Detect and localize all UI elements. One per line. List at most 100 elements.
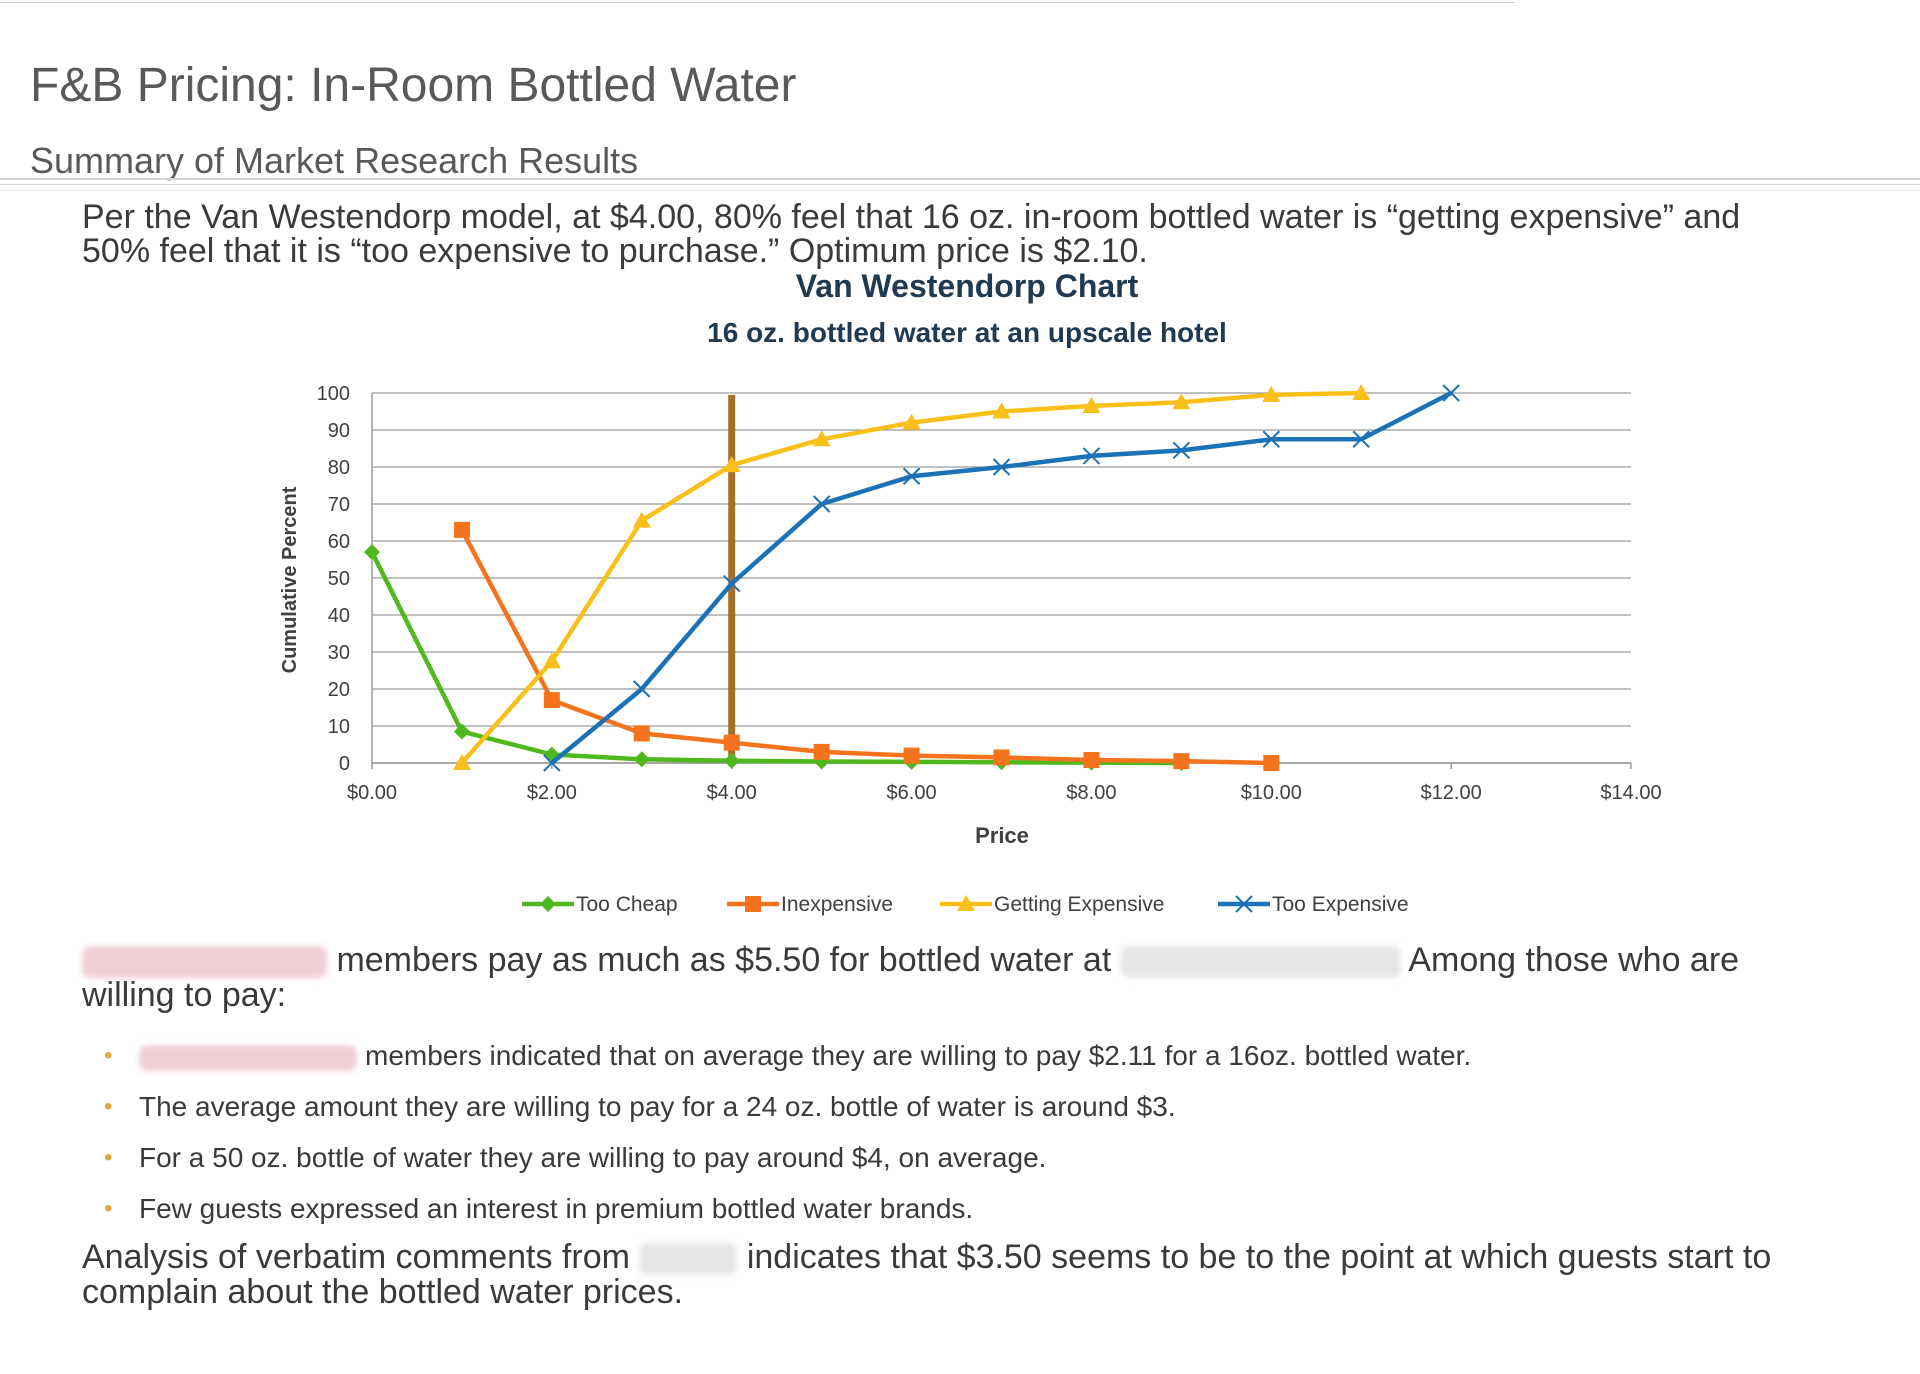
series-too-expensive [543,384,1460,772]
bullet-dot-icon: • [104,1042,113,1069]
legend-label: Getting Expensive [994,893,1164,916]
members-paragraph: members pay as much as $5.50 for bottled… [82,943,1882,1012]
y-tick-label: 40 [328,605,350,627]
analysis-text-a: Analysis of verbatim comments from [82,1238,630,1276]
bullet-dot-icon: • [104,1195,113,1222]
data-point [1263,755,1280,771]
data-point [1352,384,1371,400]
analysis-text-b: indicates that $3.50 seems to be to the … [746,1238,1772,1276]
data-point [633,751,650,768]
chart-title: Van Westendorp Chart [796,270,1139,304]
x-marker-stroke [1235,895,1253,913]
intro-line-1: Per the Van Westendorp model, at $4.00, … [82,198,1741,236]
data-point [723,574,741,593]
x-marker-stroke [723,574,741,593]
analysis-text-c: complain about the bottled water prices. [82,1273,684,1312]
findings-list: • members indicated that on average they … [100,1030,1850,1234]
legend-item: Too Cheap [522,893,678,916]
x-tick-label: $10.00 [1241,782,1302,804]
y-tick-label: 10 [328,716,350,738]
y-tick-label: 80 [328,457,350,479]
series-inexpensive [453,521,1280,771]
list-item: • members indicated that on average they … [100,1030,1850,1081]
bullet-text: members indicated that on average they a… [365,1040,1472,1071]
data-point [633,680,651,698]
data-point [540,896,556,912]
data-point [1083,752,1100,769]
bullet-text: For a 50 oz. bottle of water they are wi… [139,1142,1047,1173]
data-point [902,467,921,485]
data-point [542,652,561,669]
redacted-community-name [139,1044,357,1071]
legend-item: Inexpensive [727,893,893,916]
data-point [1262,385,1281,402]
data-point [1172,441,1191,460]
data-point [813,743,830,760]
y-tick-label: 50 [328,568,350,590]
data-point [453,521,470,538]
data-point [633,725,650,742]
data-point [1173,753,1190,770]
list-item: • For a 50 oz. bottle of water they are w… [100,1132,1850,1183]
x-marker-stroke [992,458,1011,476]
data-point [993,749,1010,766]
data-point [1082,447,1101,465]
analysis-line-1: Analysis of verbatim comments from indic… [82,1238,1882,1276]
data-point [992,402,1011,419]
data-point [723,734,740,751]
x-tick-label: $0.00 [347,782,397,804]
x-marker-stroke [1352,430,1370,448]
y-tick-label: 30 [328,642,350,664]
x-tick-label: $2.00 [527,782,577,804]
data-point [957,895,975,911]
data-point [453,723,470,740]
legend-label: Too Cheap [576,893,678,916]
data-point [723,752,740,769]
data-point [812,430,831,447]
x-marker-stroke [902,467,921,485]
header-rule [0,178,1920,180]
slide-subtitle: Summary of Market Research Results [30,140,639,181]
y-tick-label: 0 [339,753,350,775]
chart-subtitle: 16 oz. bottled water at an upscale hotel [707,317,1227,348]
data-point [722,456,741,473]
data-point [1262,430,1280,448]
redacted-community-name [82,946,327,979]
list-item: • The average amount they are willing to … [100,1081,1850,1132]
slide-title: F&B Pricing: In-Room Bottled Water [30,59,797,112]
top-border-line [0,2,1515,3]
data-point [543,692,560,709]
data-point [992,458,1011,476]
x-marker-stroke [812,495,831,513]
series-line [369,551,1182,766]
data-point [1172,393,1191,410]
x-marker-stroke [1442,384,1460,402]
bullet-dot-icon: • [104,1093,113,1120]
members-text-c: willing to pay: [82,976,287,1015]
chart-axes: 0 10 20 30 40 50 60 70 80 90 100 $0.00 $2.00 $4.00 $6.… [317,383,1662,804]
data-point [1235,895,1253,913]
header-rule-secondary [0,184,1920,185]
redacted-property-name [1120,946,1401,979]
x-tick-label: $14.00 [1600,782,1661,804]
y-axis-title: Cumulative Percent [279,486,301,673]
chart-gridlines [372,392,1631,764]
chart-legend: Too Cheap Inexpensive Getting Expensive Too… [522,893,1409,916]
header-rule-tertiary [0,190,1920,191]
series-getting-expensive [452,384,1371,770]
list-item: • Few guests expressed an interest in pre… [100,1183,1850,1234]
intro-paragraph: Per the Van Westendorp model, at $4.00, … [82,200,1882,268]
analysis-paragraph: Analysis of verbatim comments from indic… [82,1240,1882,1309]
data-point [1442,384,1460,402]
y-tick-label: 90 [328,420,350,442]
data-point [812,495,831,513]
data-point [1352,430,1370,448]
bullet-dot-icon: • [104,1144,113,1171]
y-tick-label: 60 [328,531,350,553]
intro-line-2: 50% feel that it is “too expensive to pu… [82,232,1148,270]
legend-item: Getting Expensive [940,893,1164,916]
van-westendorp-chart: Van Westendorp Chart 16 oz. bottled wate… [279,270,1662,916]
data-point [632,511,651,528]
data-point [903,747,920,764]
x-marker-stroke [1172,441,1191,460]
